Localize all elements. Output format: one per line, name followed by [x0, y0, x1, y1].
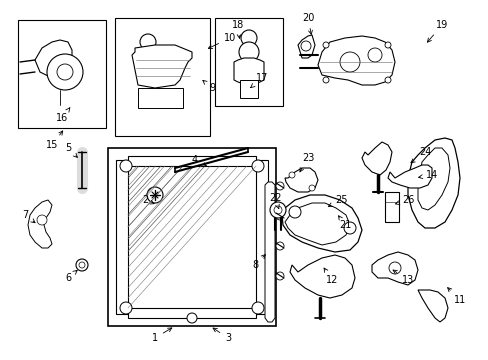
Circle shape — [241, 30, 257, 46]
Circle shape — [384, 77, 390, 83]
Circle shape — [251, 160, 264, 172]
Polygon shape — [297, 35, 314, 58]
Bar — [116, 160, 128, 314]
Circle shape — [269, 202, 285, 218]
Circle shape — [273, 206, 282, 214]
Circle shape — [275, 242, 284, 250]
Circle shape — [339, 52, 359, 72]
Text: 3: 3 — [213, 328, 231, 343]
Polygon shape — [289, 255, 354, 298]
Circle shape — [147, 187, 163, 203]
Polygon shape — [407, 138, 459, 228]
Text: 9: 9 — [203, 80, 215, 93]
Text: 11: 11 — [447, 288, 465, 305]
Text: 2: 2 — [142, 195, 154, 205]
Text: 1: 1 — [152, 328, 171, 343]
Circle shape — [239, 42, 259, 62]
Circle shape — [388, 262, 400, 274]
Polygon shape — [285, 203, 349, 245]
Circle shape — [343, 222, 355, 234]
Text: 17: 17 — [250, 73, 267, 88]
Circle shape — [367, 48, 381, 62]
Circle shape — [140, 34, 156, 50]
Circle shape — [120, 302, 132, 314]
Text: 14: 14 — [418, 170, 437, 180]
Text: 13: 13 — [392, 270, 413, 285]
Polygon shape — [287, 198, 321, 215]
Bar — [128, 308, 256, 318]
Circle shape — [384, 42, 390, 48]
Text: 19: 19 — [427, 20, 447, 42]
Circle shape — [79, 262, 85, 268]
Bar — [128, 156, 256, 166]
Circle shape — [37, 215, 47, 225]
Circle shape — [323, 77, 328, 83]
Polygon shape — [35, 40, 72, 82]
Text: 5: 5 — [65, 143, 77, 157]
Polygon shape — [132, 45, 192, 88]
Polygon shape — [361, 142, 391, 175]
Circle shape — [323, 42, 328, 48]
Bar — [138, 88, 183, 108]
Text: 21: 21 — [338, 216, 350, 230]
Circle shape — [288, 206, 301, 218]
Polygon shape — [264, 182, 274, 322]
Bar — [108, 148, 275, 326]
Text: 24: 24 — [410, 147, 430, 163]
Text: 16: 16 — [56, 108, 70, 123]
Circle shape — [47, 54, 83, 90]
Text: 15: 15 — [46, 131, 62, 150]
Circle shape — [120, 160, 132, 172]
Polygon shape — [285, 168, 317, 192]
Text: 22: 22 — [268, 193, 281, 209]
Text: 6: 6 — [65, 270, 77, 283]
Text: 4: 4 — [192, 155, 206, 166]
Text: 18: 18 — [231, 20, 244, 38]
Circle shape — [186, 313, 197, 323]
Bar — [115, 18, 209, 136]
Circle shape — [308, 185, 314, 191]
Bar — [215, 18, 283, 106]
Polygon shape — [417, 290, 447, 322]
Polygon shape — [417, 148, 449, 210]
Circle shape — [275, 212, 284, 220]
Bar — [256, 160, 267, 314]
Text: 20: 20 — [301, 13, 314, 34]
Circle shape — [275, 182, 284, 190]
Circle shape — [76, 259, 88, 271]
Circle shape — [288, 172, 294, 178]
Circle shape — [301, 41, 310, 51]
Text: 8: 8 — [251, 255, 265, 270]
Text: 26: 26 — [395, 195, 413, 205]
Bar — [18, 20, 106, 128]
Text: 23: 23 — [299, 153, 314, 172]
Text: 7: 7 — [22, 210, 35, 223]
Circle shape — [57, 64, 73, 80]
Text: 25: 25 — [327, 195, 347, 207]
Text: 12: 12 — [324, 268, 338, 285]
Polygon shape — [282, 195, 361, 252]
Polygon shape — [387, 165, 431, 188]
Circle shape — [251, 302, 264, 314]
Bar — [384, 192, 398, 222]
Polygon shape — [28, 200, 52, 248]
Bar — [240, 80, 258, 98]
Polygon shape — [317, 36, 394, 85]
Polygon shape — [234, 58, 264, 84]
Polygon shape — [371, 252, 417, 285]
Circle shape — [275, 272, 284, 280]
Text: 10: 10 — [208, 33, 236, 49]
